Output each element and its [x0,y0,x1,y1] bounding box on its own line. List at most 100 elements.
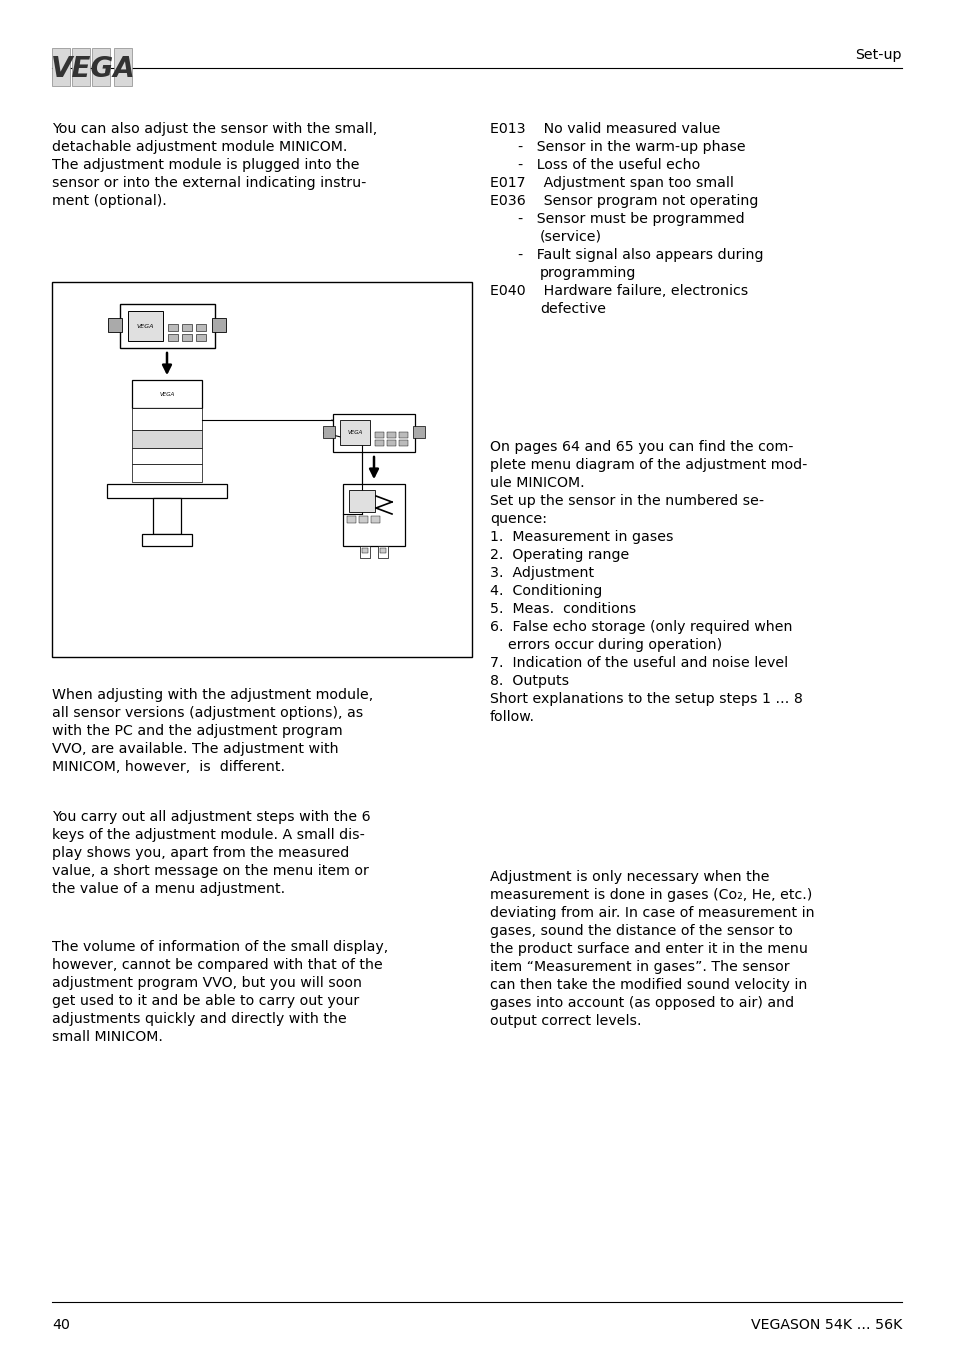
Bar [182,324,192,331]
Text: VEGA: VEGA [51,55,135,82]
Text: 7.  Indication of the useful and noise level: 7. Indication of the useful and noise le… [490,656,787,671]
Text: You can also adjust the sensor with the small,: You can also adjust the sensor with the … [52,122,376,137]
Text: VEGA: VEGA [347,430,362,435]
Bar [347,516,355,523]
Text: 1.  Measurement in gases: 1. Measurement in gases [490,530,673,544]
Text: with the PC and the adjustment program: with the PC and the adjustment program [52,725,342,738]
Text: ule MINICOM.: ule MINICOM. [490,476,584,489]
Text: defective: defective [539,301,605,316]
Bar [52,49,70,87]
Text: gases into account (as opposed to air) and: gases into account (as opposed to air) a… [490,996,793,1010]
Bar [182,334,192,341]
Text: sensor or into the external indicating instru-: sensor or into the external indicating i… [52,176,366,191]
Text: (service): (service) [539,230,601,243]
Bar [377,546,388,558]
Text: 4.  Conditioning: 4. Conditioning [490,584,601,598]
Text: VEGA: VEGA [136,323,153,329]
Text: item “Measurement in gases”. The sensor: item “Measurement in gases”. The sensor [490,960,789,973]
Text: Short explanations to the setup steps 1 … 8: Short explanations to the setup steps 1 … [490,692,801,706]
Text: Set-up: Set-up [855,49,901,62]
Bar [361,548,368,553]
Text: the product surface and enter it in the menu: the product surface and enter it in the … [490,942,807,956]
Bar [71,49,90,87]
Text: 8.  Outputs: 8. Outputs [490,675,569,688]
Text: E013    No valid measured value: E013 No valid measured value [490,122,720,137]
Text: VEGASON 54K … 56K: VEGASON 54K … 56K [750,1318,901,1332]
Text: errors occur during operation): errors occur during operation) [507,638,721,652]
Text: plete menu diagram of the adjustment mod-: plete menu diagram of the adjustment mod… [490,458,806,472]
Bar [152,498,181,534]
Text: the value of a menu adjustment.: the value of a menu adjustment. [52,882,285,896]
Bar [108,318,122,333]
Text: however, cannot be compared with that of the: however, cannot be compared with that of… [52,959,382,972]
Text: The volume of information of the small display,: The volume of information of the small d… [52,940,388,955]
Text: E017    Adjustment span too small: E017 Adjustment span too small [490,176,733,191]
Text: keys of the adjustment module. A small dis-: keys of the adjustment module. A small d… [52,827,364,842]
Bar [387,433,395,438]
Text: adjustment program VVO, but you will soon: adjustment program VVO, but you will soo… [52,976,361,990]
Text: measurement is done in gases (Co₂, He, etc.): measurement is done in gases (Co₂, He, e… [490,888,811,902]
Text: all sensor versions (adjustment options), as: all sensor versions (adjustment options)… [52,706,363,721]
Text: adjustments quickly and directly with the: adjustments quickly and directly with th… [52,1013,346,1026]
Bar [132,408,202,430]
Text: 6.  False echo storage (only required when: 6. False echo storage (only required whe… [490,621,792,634]
Text: can then take the modified sound velocity in: can then take the modified sound velocit… [490,977,806,992]
Text: 40: 40 [52,1318,70,1332]
Bar [398,439,408,446]
Text: follow.: follow. [490,710,535,725]
Bar [358,516,368,523]
Bar [375,439,384,446]
Bar [120,304,214,347]
Bar [375,433,384,438]
Text: 5.  Meas.  conditions: 5. Meas. conditions [490,602,636,617]
Text: The adjustment module is plugged into the: The adjustment module is plugged into th… [52,158,359,172]
Text: E036    Sensor program not operating: E036 Sensor program not operating [490,193,758,208]
Text: Adjustment is only necessary when the: Adjustment is only necessary when the [490,869,769,884]
Bar [413,426,424,438]
Bar [333,414,415,452]
Bar [52,283,472,657]
Bar [168,334,178,341]
Bar [359,546,370,558]
Text: -   Fault signal also appears during: - Fault signal also appears during [517,247,762,262]
Bar [132,380,202,408]
Bar [398,433,408,438]
Text: 2.  Operating range: 2. Operating range [490,548,629,562]
Bar [212,318,226,333]
Bar [339,420,370,445]
Text: -   Sensor must be programmed: - Sensor must be programmed [517,212,744,226]
Text: value, a short message on the menu item or: value, a short message on the menu item … [52,864,369,877]
Bar [323,426,335,438]
Bar [128,311,163,341]
Text: On pages 64 and 65 you can find the com-: On pages 64 and 65 you can find the com- [490,439,793,454]
Text: VEGA: VEGA [159,392,174,396]
Text: When adjusting with the adjustment module,: When adjusting with the adjustment modul… [52,688,373,702]
Bar [387,439,395,446]
Bar [379,548,386,553]
Text: output correct levels.: output correct levels. [490,1014,640,1028]
Text: -   Sensor in the warm-up phase: - Sensor in the warm-up phase [517,141,745,154]
Text: VVO, are available. The adjustment with: VVO, are available. The adjustment with [52,742,338,756]
Bar [168,324,178,331]
Bar [371,516,379,523]
Bar [142,534,192,546]
Bar [91,49,110,87]
Bar [132,464,202,483]
Bar [349,489,375,512]
Text: ment (optional).: ment (optional). [52,193,167,208]
Text: programming: programming [539,266,636,280]
Text: E040    Hardware failure, electronics: E040 Hardware failure, electronics [490,284,747,297]
Bar [195,324,206,331]
Bar [132,430,202,448]
Text: quence:: quence: [490,512,546,526]
Bar [195,334,206,341]
Text: MINICOM, however,  is  different.: MINICOM, however, is different. [52,760,285,773]
Text: Set up the sensor in the numbered se-: Set up the sensor in the numbered se- [490,493,763,508]
Bar [343,484,405,546]
Bar [107,484,227,498]
Text: deviating from air. In case of measurement in: deviating from air. In case of measureme… [490,906,814,919]
Text: You carry out all adjustment steps with the 6: You carry out all adjustment steps with … [52,810,370,823]
Text: detachable adjustment module MINICOM.: detachable adjustment module MINICOM. [52,141,347,154]
Text: small MINICOM.: small MINICOM. [52,1030,163,1044]
Text: play shows you, apart from the measured: play shows you, apart from the measured [52,846,349,860]
